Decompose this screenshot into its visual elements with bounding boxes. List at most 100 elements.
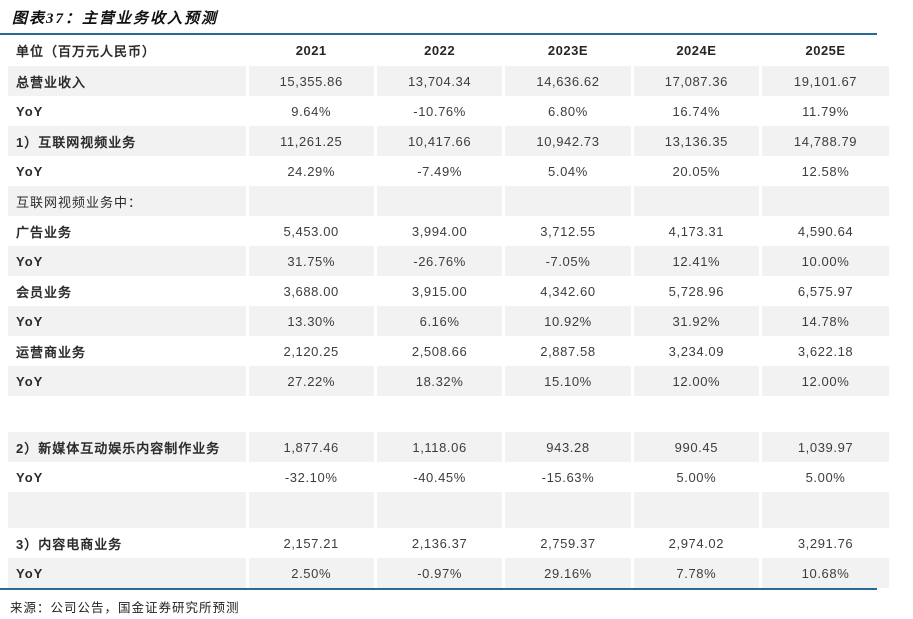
top-rule <box>0 33 877 35</box>
value-cell: 3,688.00 <box>245 276 376 306</box>
table-row: 会员业务 3,688.00 3,915.00 4,342.60 5,728.96 6,57… <box>8 276 889 306</box>
value-cell: 5.00% <box>630 462 761 492</box>
value-cell: 7.78% <box>630 558 761 588</box>
value-cell: 10,942.73 <box>502 126 633 156</box>
value-cell <box>245 186 376 216</box>
value-cell: 10.00% <box>759 246 889 276</box>
row-label: 1）互联网视频业务 <box>8 126 247 156</box>
value-cell: 2,120.25 <box>245 336 376 366</box>
value-cell: 17,087.36 <box>630 66 761 96</box>
value-cell: 5.04% <box>502 156 633 186</box>
row-label: YoY <box>16 469 44 485</box>
value-cell: 3,622.18 <box>759 336 889 366</box>
row-label: YoY <box>16 163 44 179</box>
value-cell: 14,636.62 <box>502 66 633 96</box>
row-label <box>8 396 247 432</box>
value-cell: 31.92% <box>630 306 761 336</box>
value-cell <box>245 396 376 432</box>
year-column-header: 2021 <box>245 35 376 66</box>
spacer-row <box>8 396 889 432</box>
table-row: YoY 9.64% -10.76% 6.80% 16.74% 11.79% <box>8 96 889 126</box>
table-row: 3）内容电商业务 2,157.21 2,136.37 2,759.37 2,974.02… <box>8 528 889 558</box>
revenue-forecast-table: 单位（百万元人民币） 2021 2022 2023E 2024E 2025E 总营业收入 1… <box>8 35 889 588</box>
value-cell: 13,136.35 <box>630 126 761 156</box>
value-cell: -10.76% <box>373 96 504 126</box>
value-cell: 11,261.25 <box>245 126 376 156</box>
value-cell: 10.92% <box>502 306 633 336</box>
value-cell: 12.00% <box>759 366 889 396</box>
row-label: YoY <box>8 246 247 276</box>
value-cell: 2,974.02 <box>630 528 761 558</box>
table-row: YoY 24.29% -7.49% 5.04% 20.05% 12.58% <box>8 156 889 186</box>
table-row: YoY 31.75% -26.76% -7.05% 12.41% 10.00% <box>8 246 889 276</box>
value-cell: 5,728.96 <box>630 276 761 306</box>
value-cell: 15.10% <box>502 366 633 396</box>
spacer-row <box>8 492 889 528</box>
value-cell: -0.97% <box>373 558 504 588</box>
value-cell: 6.16% <box>373 306 504 336</box>
table-row: YoY -32.10% -40.45% -15.63% 5.00% 5.00% <box>8 462 889 492</box>
bottom-rule <box>0 588 877 590</box>
row-label: 会员业务 <box>16 284 73 300</box>
value-cell: 3,234.09 <box>630 336 761 366</box>
row-label: 广告业务 <box>16 224 73 240</box>
value-cell: -7.49% <box>373 156 504 186</box>
value-cell: 13,704.34 <box>373 66 504 96</box>
row-label: 运营商业务 <box>16 344 87 360</box>
value-cell: 2.50% <box>245 558 376 588</box>
value-cell: 1,118.06 <box>373 432 504 462</box>
table-row: 2）新媒体互动娱乐内容制作业务 1,877.46 1,118.06 943.28 990… <box>8 432 889 462</box>
value-cell: 10,417.66 <box>373 126 504 156</box>
value-cell: 20.05% <box>630 156 761 186</box>
value-cell: 4,590.64 <box>759 216 889 246</box>
value-cell: 5,453.00 <box>245 216 376 246</box>
value-cell: 2,887.58 <box>502 336 633 366</box>
value-cell: 2,508.66 <box>373 336 504 366</box>
row-label <box>8 492 247 528</box>
value-cell: 990.45 <box>630 432 761 462</box>
value-cell: 2,157.21 <box>245 528 376 558</box>
value-cell: 18.32% <box>373 366 504 396</box>
row-label: YoY <box>8 366 247 396</box>
value-cell <box>759 396 889 432</box>
value-cell <box>630 492 761 528</box>
value-cell: 5.00% <box>759 462 889 492</box>
value-cell: 1,039.97 <box>759 432 889 462</box>
row-label: 3）内容电商业务 <box>16 536 123 552</box>
unit-header-cell: 单位（百万元人民币） <box>16 44 157 59</box>
year-column-header: 2023E <box>502 35 633 66</box>
value-cell: 24.29% <box>245 156 376 186</box>
value-cell <box>759 492 889 528</box>
value-cell: 11.79% <box>759 96 889 126</box>
value-cell: -7.05% <box>502 246 633 276</box>
value-cell: 3,915.00 <box>373 276 504 306</box>
value-cell: 16.74% <box>630 96 761 126</box>
value-cell: 3,994.00 <box>373 216 504 246</box>
value-cell: 12.41% <box>630 246 761 276</box>
table-row: YoY 27.22% 18.32% 15.10% 12.00% 12.00% <box>8 366 889 396</box>
value-cell: 943.28 <box>502 432 633 462</box>
row-label: 总营业收入 <box>8 66 247 96</box>
value-cell: 3,291.76 <box>759 528 889 558</box>
value-cell: 19,101.67 <box>759 66 889 96</box>
value-cell: -26.76% <box>373 246 504 276</box>
year-column-header: 2024E <box>630 35 761 66</box>
value-cell <box>502 186 633 216</box>
value-cell: -40.45% <box>373 462 504 492</box>
value-cell: 12.00% <box>630 366 761 396</box>
row-label: YoY <box>8 306 247 336</box>
value-cell: 27.22% <box>245 366 376 396</box>
value-cell: -32.10% <box>245 462 376 492</box>
table-row: 互联网视频业务中： <box>8 186 889 216</box>
value-cell: 4,342.60 <box>502 276 633 306</box>
value-cell <box>630 396 761 432</box>
row-label: YoY <box>8 558 247 588</box>
value-cell: 12.58% <box>759 156 889 186</box>
table-row: 总营业收入 15,355.86 13,704.34 14,636.62 17,087.3… <box>8 66 889 96</box>
value-cell <box>502 492 633 528</box>
table-row: 1）互联网视频业务 11,261.25 10,417.66 10,942.73 13,1… <box>8 126 889 156</box>
value-cell: 31.75% <box>245 246 376 276</box>
value-cell: -15.63% <box>502 462 633 492</box>
table-row: 运营商业务 2,120.25 2,508.66 2,887.58 3,234.09 3,6… <box>8 336 889 366</box>
value-cell <box>759 186 889 216</box>
